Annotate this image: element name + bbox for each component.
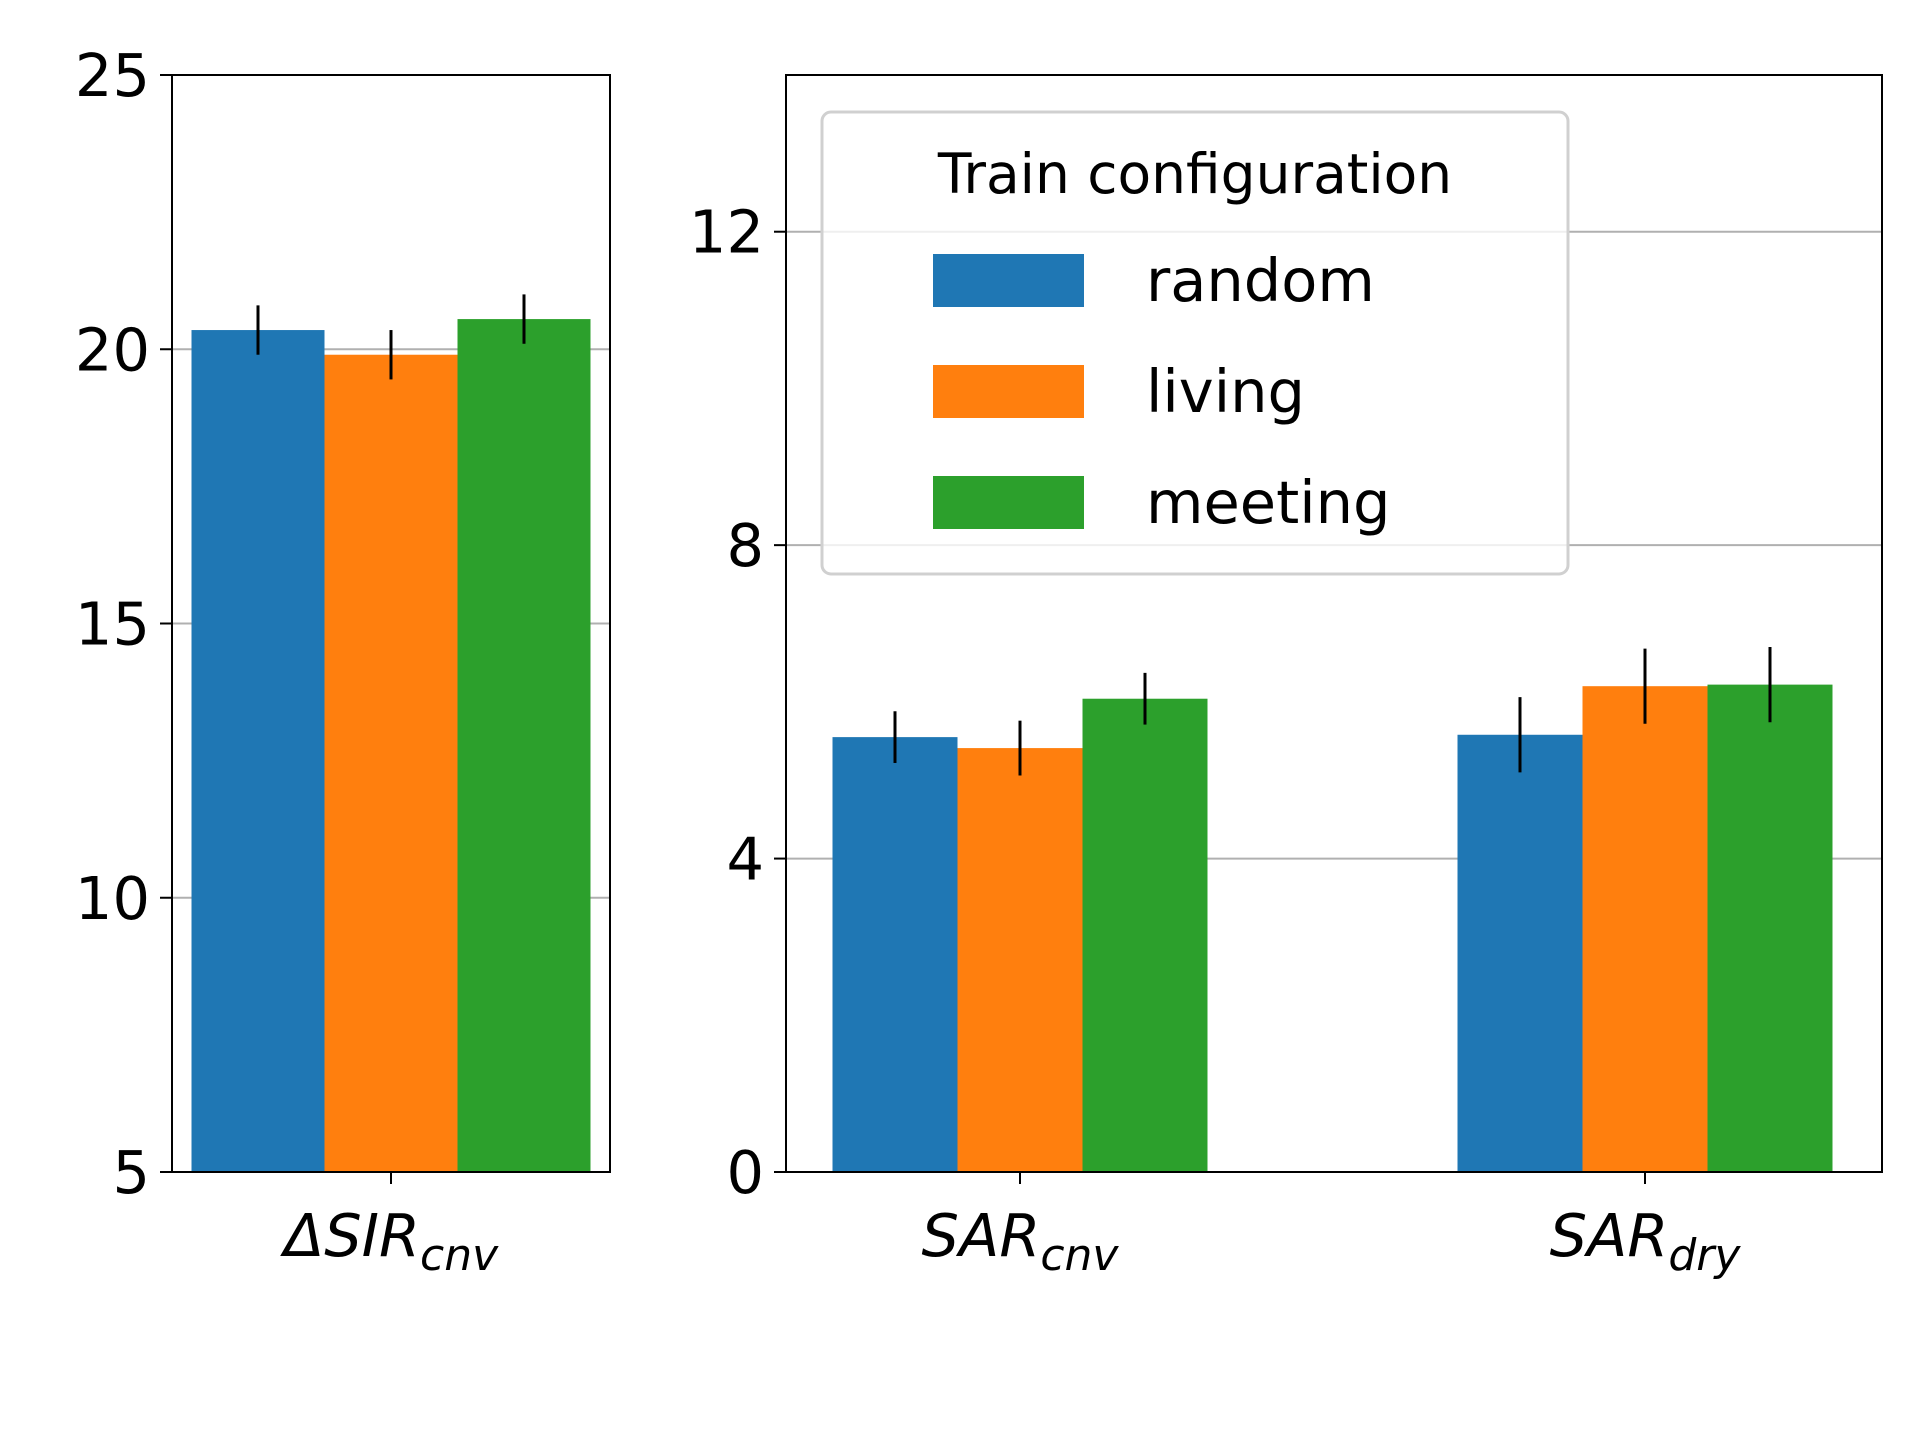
legend-frame (820, 110, 1570, 576)
x-tick-label-main-1: SAR (1550, 1201, 1669, 1270)
legend-swatch-random (933, 254, 1084, 307)
x-tick-label-0: ΔSIRcnv (280, 1201, 499, 1281)
y-tick-label-3: 20 (75, 315, 150, 384)
bar-random-cnv (191, 330, 325, 1172)
x-tick-label-sub-0: cnv (420, 1230, 499, 1281)
bar-meeting-cnv (457, 319, 591, 1172)
legend: Train configuration random living meeting (820, 110, 1570, 576)
axes-frame (785, 74, 1883, 1173)
legend-swatch-living (933, 365, 1084, 418)
y-tick-label-1: 10 (75, 864, 150, 933)
y-tick-label-0: 0 (726, 1138, 764, 1207)
x-tick-label-sub-0: cnv (1040, 1230, 1119, 1281)
bar-meeting-dry (1707, 684, 1833, 1172)
x-tick-label-sub-1: dry (1668, 1230, 1741, 1281)
x-tick-label-0: SARcnv (922, 1201, 1120, 1281)
legend-label-meeting: meeting (1146, 468, 1390, 537)
y-tick-label-2: 15 (75, 590, 150, 659)
x-tick-label-1: SARdry (1550, 1201, 1742, 1281)
bar-living-cnv (324, 354, 458, 1172)
legend-label-living: living (1146, 357, 1305, 426)
legend-title: Train configuration (937, 142, 1452, 206)
y-tick-label-4: 25 (75, 41, 150, 110)
y-tick-label-2: 8 (726, 511, 764, 580)
y-tick-label-0: 5 (112, 1138, 150, 1207)
bar-living-dry (1582, 686, 1708, 1172)
bar-random-cnv (832, 737, 958, 1172)
legend-label-random: random (1146, 246, 1375, 315)
x-tick-label-main-0: ΔSIR (280, 1201, 420, 1270)
legend-swatch-meeting (933, 476, 1084, 529)
bar-meeting-cnv (1082, 698, 1208, 1172)
panel-left-delta-sir: ΔSIRcnv 5 10 15 20 25 (75, 41, 611, 1281)
y-tick-label-1: 4 (726, 825, 764, 894)
bar-random-dry (1457, 734, 1583, 1172)
y-tick-label-3: 12 (689, 198, 764, 267)
bar-living-cnv (957, 748, 1083, 1172)
x-tick-label-main-0: SAR (922, 1201, 1041, 1270)
